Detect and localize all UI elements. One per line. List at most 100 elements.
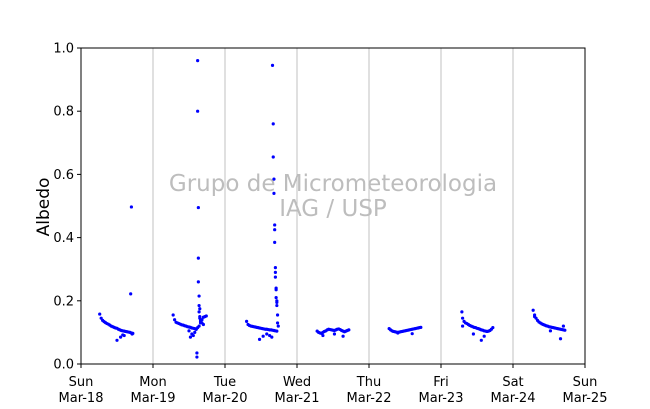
x-tick-day: Mon [139, 375, 166, 390]
data-point [270, 63, 275, 67]
data-point [198, 307, 202, 311]
data-point [461, 316, 465, 320]
y-tick-label: 0.8 [53, 105, 74, 120]
data-point [196, 280, 200, 284]
data-point [119, 335, 123, 339]
x-tick-date: Mar-18 [59, 391, 104, 406]
data-point [561, 324, 566, 328]
data-point [130, 332, 134, 336]
data-point [274, 296, 278, 300]
data-point [257, 337, 262, 341]
data-point [273, 270, 277, 274]
y-tick-label: 0.0 [53, 358, 74, 373]
x-tick-day: Sun [69, 375, 94, 390]
data-point [271, 122, 275, 126]
data-point [187, 329, 191, 333]
data-point [531, 308, 535, 312]
x-tick-day: Sun [573, 375, 598, 390]
y-axis-ticks: 0.0 0.2 0.4 0.6 0.8 1.0 [53, 42, 81, 373]
data-point [171, 313, 175, 317]
data-point [321, 333, 325, 338]
data-point [332, 332, 337, 336]
data-point [410, 332, 414, 336]
x-tick-date: Mar-25 [563, 391, 608, 406]
y-tick-label: 1.0 [53, 42, 74, 57]
data-point [261, 334, 265, 338]
data-point [188, 335, 193, 339]
data-point [482, 334, 486, 338]
y-axis-label: Albedo [34, 178, 54, 237]
data-point [276, 324, 280, 328]
data-point [275, 300, 279, 304]
data-point [265, 332, 269, 336]
data-point [396, 331, 400, 335]
data-point [201, 322, 205, 327]
data-point [419, 325, 423, 329]
data-point [273, 223, 277, 227]
data-point [275, 303, 279, 308]
data-point [273, 275, 277, 279]
data-point [558, 337, 563, 341]
data-point [270, 335, 274, 339]
data-point [460, 310, 464, 314]
data-point [272, 191, 276, 195]
data-point [204, 314, 208, 318]
data-point [197, 324, 201, 328]
watermark-line-1: Grupo de Micrometeorologia [169, 171, 497, 197]
data-point [275, 321, 280, 325]
data-points [98, 59, 567, 359]
data-point [347, 328, 351, 332]
data-point [273, 240, 277, 244]
x-tick-date: Mar-22 [347, 391, 392, 406]
data-point [245, 319, 249, 323]
x-tick-date: Mar-20 [203, 391, 248, 406]
data-point [173, 318, 177, 322]
data-point [194, 327, 198, 331]
data-point [191, 333, 195, 338]
data-point [197, 310, 201, 314]
watermark-line-2: IAG / USP [279, 196, 387, 222]
watermark: Grupo de Micrometeorologia IAG / USP [169, 171, 497, 222]
x-tick-day: Sat [502, 375, 523, 390]
data-point [115, 338, 119, 342]
y-tick-label: 0.4 [53, 231, 74, 246]
data-point [196, 59, 200, 63]
data-point [195, 351, 199, 355]
grid-lines [152, 48, 514, 364]
data-point [122, 333, 126, 338]
data-point [273, 228, 277, 232]
x-tick-day: Thu [356, 375, 381, 390]
data-point [196, 256, 200, 260]
data-point [129, 205, 133, 209]
y-tick-label: 0.6 [53, 168, 74, 183]
data-point [197, 303, 201, 308]
data-point [275, 313, 280, 317]
data-point [275, 329, 279, 333]
data-point [195, 355, 199, 359]
data-point [129, 292, 133, 296]
x-axis-ticks: SunMar-18MonMar-19TueMar-20WedMar-21ThuM… [59, 364, 608, 406]
data-point [273, 266, 277, 270]
plot-frame [80, 47, 586, 365]
x-tick-date: Mar-21 [275, 391, 320, 406]
data-point [271, 155, 275, 159]
data-point [548, 329, 553, 333]
x-tick-date: Mar-23 [419, 391, 464, 406]
x-tick-day: Tue [213, 375, 236, 390]
x-tick-day: Fri [433, 375, 449, 390]
data-point [341, 334, 345, 338]
x-tick-date: Mar-19 [131, 391, 176, 406]
data-point [98, 312, 102, 316]
x-tick-day: Wed [283, 375, 311, 390]
data-point [563, 328, 567, 332]
data-point [471, 332, 475, 336]
x-tick-date: Mar-24 [491, 391, 536, 406]
y-tick-label: 0.2 [53, 294, 74, 309]
data-point [197, 294, 201, 298]
data-point [491, 326, 495, 330]
data-point [196, 205, 200, 210]
data-point [274, 288, 278, 292]
data-point [193, 330, 197, 334]
